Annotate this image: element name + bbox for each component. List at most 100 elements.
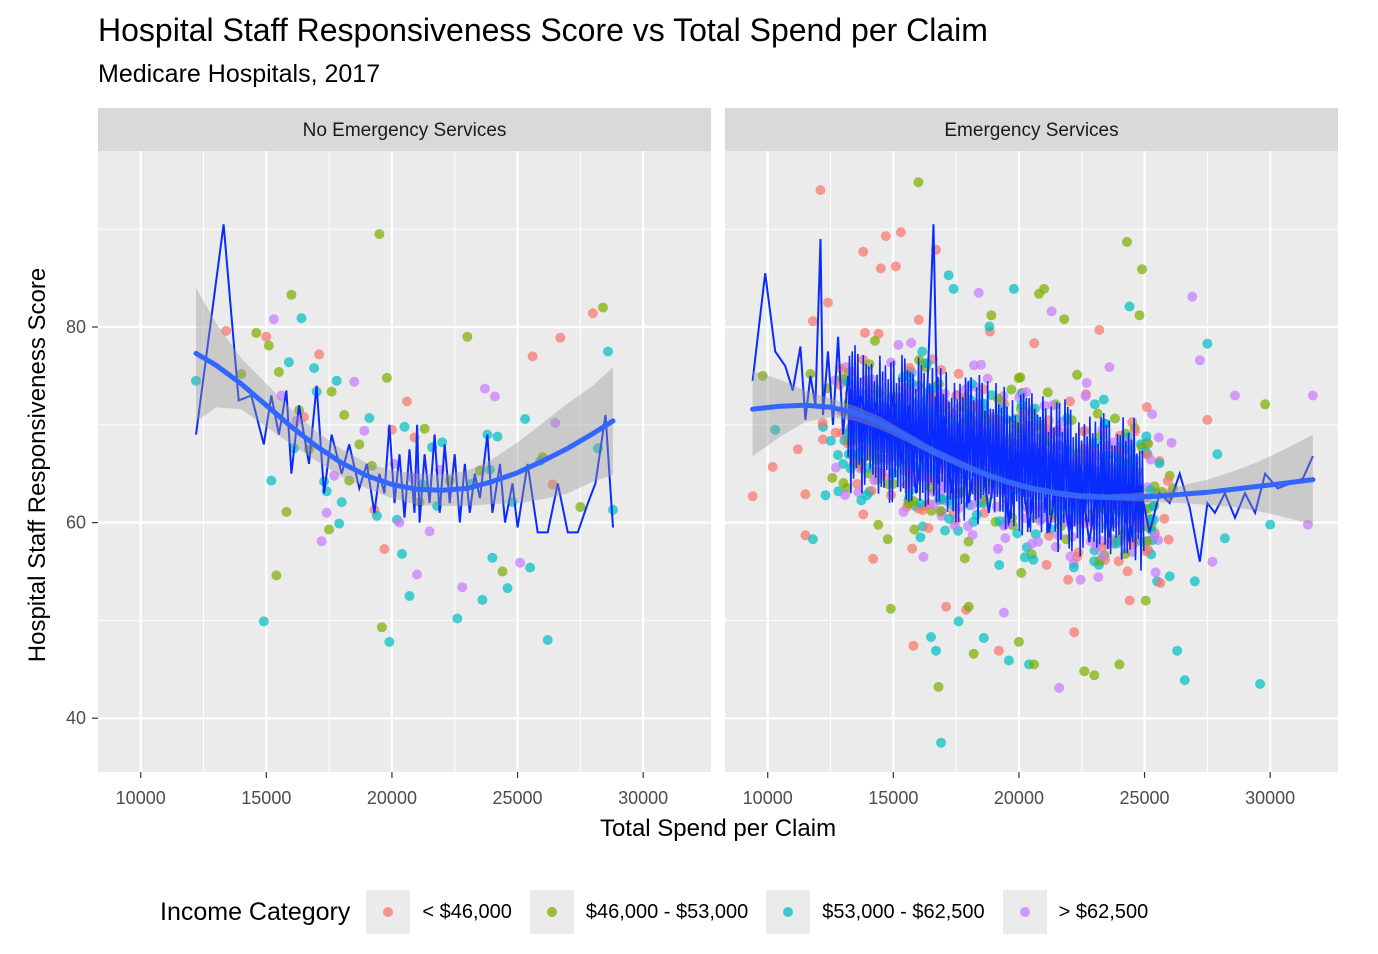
legend-dot-icon bbox=[546, 907, 557, 917]
data-point bbox=[1122, 236, 1132, 247]
data-point bbox=[968, 648, 979, 659]
data-point bbox=[869, 335, 880, 346]
data-point bbox=[868, 553, 879, 564]
data-point bbox=[331, 375, 342, 386]
legend-label: > $62,500 bbox=[1058, 900, 1149, 923]
data-point bbox=[191, 375, 201, 386]
data-point bbox=[497, 566, 508, 577]
data-point bbox=[888, 478, 899, 489]
data-point bbox=[404, 591, 415, 601]
legend-item-lt-46000: < $46,000 bbox=[366, 890, 512, 934]
legend-item-gt-62500: > $62,500 bbox=[1002, 890, 1149, 934]
plot-background bbox=[98, 151, 711, 772]
x-tick-label: 10000 bbox=[743, 788, 793, 808]
data-point bbox=[1089, 399, 1100, 410]
data-point bbox=[359, 425, 370, 436]
data-point bbox=[823, 297, 833, 308]
legend-key bbox=[529, 890, 574, 934]
data-point bbox=[913, 177, 924, 188]
data-point bbox=[547, 479, 558, 490]
data-point bbox=[840, 490, 851, 500]
data-point bbox=[1039, 400, 1050, 411]
data-point bbox=[1013, 636, 1024, 647]
data-point bbox=[860, 327, 870, 338]
data-point bbox=[935, 506, 946, 516]
data-point bbox=[890, 261, 901, 272]
data-point bbox=[489, 391, 500, 402]
data-point bbox=[1179, 675, 1190, 686]
data-point bbox=[266, 475, 277, 486]
data-point bbox=[381, 372, 392, 383]
data-point bbox=[1140, 595, 1151, 606]
data-point bbox=[1219, 533, 1230, 544]
data-point bbox=[1155, 578, 1166, 588]
data-point bbox=[1042, 387, 1053, 398]
data-point bbox=[869, 475, 880, 486]
data-point bbox=[1044, 530, 1054, 541]
data-point bbox=[394, 517, 405, 528]
data-point bbox=[923, 523, 934, 533]
data-point bbox=[268, 314, 279, 325]
faceted-scatter-chart: No Emergency Services 10000 15000 20000 2500… bbox=[24, 108, 1338, 842]
data-point bbox=[1063, 574, 1074, 585]
data-point bbox=[1122, 566, 1133, 577]
confidence-ribbon bbox=[196, 287, 613, 506]
data-point bbox=[1141, 449, 1152, 460]
x-tick-label: 25000 bbox=[1120, 788, 1170, 808]
data-point bbox=[412, 569, 423, 580]
y-tick-label: 40 bbox=[66, 708, 86, 728]
legend-dot-icon bbox=[1019, 907, 1030, 917]
data-point bbox=[792, 444, 803, 455]
data-point bbox=[807, 316, 818, 327]
data-point bbox=[1189, 576, 1200, 587]
data-point bbox=[379, 544, 390, 554]
data-point bbox=[827, 472, 838, 483]
data-point bbox=[1092, 408, 1103, 419]
data-point bbox=[1047, 400, 1058, 411]
data-point bbox=[1000, 533, 1011, 544]
data-point bbox=[818, 434, 828, 445]
data-point bbox=[858, 246, 869, 257]
data-point bbox=[807, 534, 818, 545]
data-point bbox=[908, 496, 919, 506]
data-point bbox=[1008, 283, 1019, 294]
data-point bbox=[984, 321, 995, 332]
data-point bbox=[907, 543, 918, 554]
data-point bbox=[1033, 536, 1044, 547]
smooth-line bbox=[750, 402, 1316, 500]
confidence-ribbon bbox=[752, 371, 1313, 525]
data-point bbox=[236, 369, 247, 379]
data-point bbox=[1255, 679, 1266, 689]
data-point bbox=[918, 551, 929, 562]
data-point bbox=[895, 227, 906, 238]
data-point bbox=[1153, 432, 1164, 443]
data-point bbox=[1202, 414, 1213, 425]
data-point bbox=[283, 357, 294, 368]
data-point bbox=[858, 509, 869, 520]
data-point bbox=[263, 340, 274, 351]
data-point bbox=[258, 616, 269, 627]
data-point bbox=[986, 310, 997, 321]
data-point bbox=[608, 504, 618, 515]
panel-emergency-services: Emergency Services 10000 15000 20000 25000 30… bbox=[725, 108, 1338, 808]
data-point bbox=[1172, 645, 1183, 656]
legend-row: Income Category < $46,000 $46,000 - $53,… bbox=[160, 885, 1166, 939]
data-point bbox=[603, 346, 613, 357]
data-point bbox=[1079, 666, 1090, 677]
data-point bbox=[1302, 519, 1313, 530]
data-point bbox=[747, 491, 758, 502]
legend-item-53000-62500: $53,000 - $62,500 bbox=[766, 890, 985, 934]
data-point bbox=[1212, 449, 1223, 460]
data-point bbox=[492, 431, 503, 442]
connect-line bbox=[195, 224, 614, 534]
data-point bbox=[1141, 402, 1152, 413]
x-tick-label: 15000 bbox=[241, 788, 291, 808]
data-point bbox=[397, 548, 407, 559]
data-point bbox=[993, 645, 1004, 656]
data-point bbox=[1059, 314, 1070, 325]
data-point bbox=[1154, 458, 1165, 469]
data-point bbox=[1265, 519, 1276, 530]
data-point bbox=[1163, 534, 1174, 545]
data-point bbox=[886, 490, 896, 500]
data-point bbox=[271, 570, 282, 581]
